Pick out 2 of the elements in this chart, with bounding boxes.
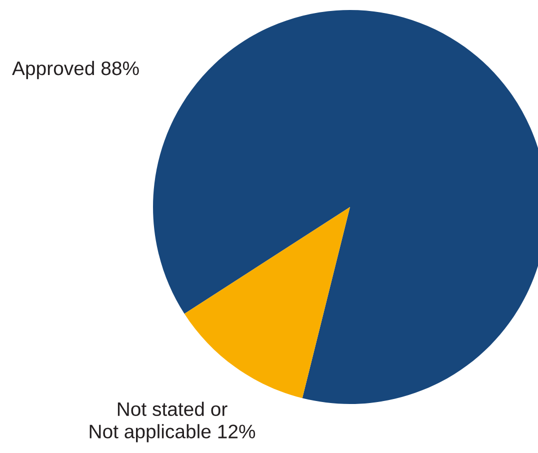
slice-label: Not stated or Not applicable 12% bbox=[90, 402, 256, 442]
slice-label: Approved 88% bbox=[12, 60, 139, 80]
